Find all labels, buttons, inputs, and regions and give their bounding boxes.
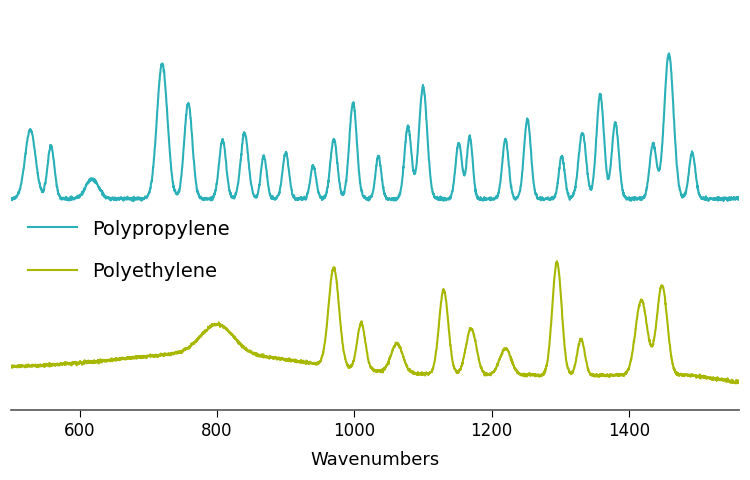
Polyethylene (317, 355, 326, 360)
Polyethylene (7, 364, 16, 370)
Polyethylene (286, 357, 295, 363)
Polypropylene (664, 50, 674, 56)
Polyethylene (553, 258, 562, 264)
Polyethylene (720, 377, 729, 383)
Polyethylene (734, 379, 743, 385)
Polypropylene (317, 197, 326, 203)
Polypropylene (89, 177, 98, 183)
Polyethylene (642, 321, 651, 326)
Polypropylene (642, 188, 651, 193)
Polyethylene (133, 355, 142, 361)
Legend: Polypropylene, Polyethylene: Polypropylene, Polyethylene (28, 219, 230, 281)
Polypropylene (129, 198, 138, 204)
Polypropylene (721, 196, 730, 202)
Polyethylene (731, 381, 740, 386)
Polypropylene (133, 197, 142, 203)
Polypropylene (734, 196, 743, 202)
Polypropylene (7, 195, 16, 201)
X-axis label: Wavenumbers: Wavenumbers (310, 451, 440, 469)
Line: Polypropylene: Polypropylene (11, 53, 739, 201)
Polyethylene (89, 357, 98, 363)
Line: Polyethylene: Polyethylene (11, 261, 739, 384)
Polypropylene (286, 179, 295, 185)
